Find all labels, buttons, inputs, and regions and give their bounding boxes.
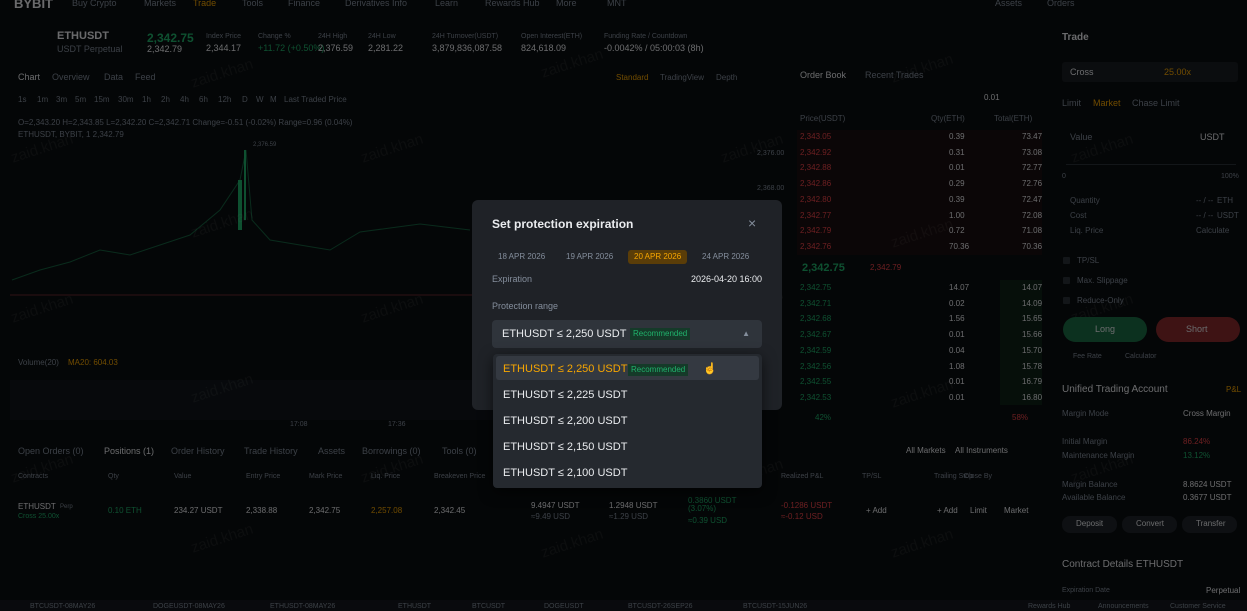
dropdown-option[interactable]: ETHUSDT ≤ 2,200 USDT [503,415,628,427]
badge: Recommended [628,364,689,376]
cursor: ☝ [703,363,717,375]
select[interactable]: ETHUSDT ≤ 2,250 USDT Recommended ▲ [492,320,762,348]
date-tab[interactable]: 24 APR 2026 [702,252,750,261]
label: Protection range [492,301,559,311]
date-tab[interactable]: 20 APR 2026 [628,250,688,264]
label: Expiration [492,274,533,284]
date-tab[interactable]: 18 APR 2026 [498,252,546,261]
badge: Recommended [630,328,691,340]
date-tab[interactable]: 19 APR 2026 [566,252,614,261]
dropdown-option[interactable]: ETHUSDT ≤ 2,100 USDT [503,467,628,479]
dropdown: ETHUSDT ≤ 2,250 USDT ETHUSDT ≤ 2,225 USDT… [493,354,762,488]
value: 2026-04-20 16:00 [690,274,762,284]
dropdown-option[interactable]: ETHUSDT ≤ 2,225 USDT [503,389,628,401]
dropdown-option[interactable]: ETHUSDT ≤ 2,250 USDT [503,363,628,375]
close-button[interactable]: × [748,215,757,231]
select-value: ETHUSDT ≤ 2,250 USDT [502,328,627,340]
dropdown-option[interactable]: ETHUSDT ≤ 2,150 USDT [503,441,628,453]
modal-title: Set protection expiration [492,217,634,231]
caret: ▲ [742,329,750,338]
option-highlight [496,356,759,380]
